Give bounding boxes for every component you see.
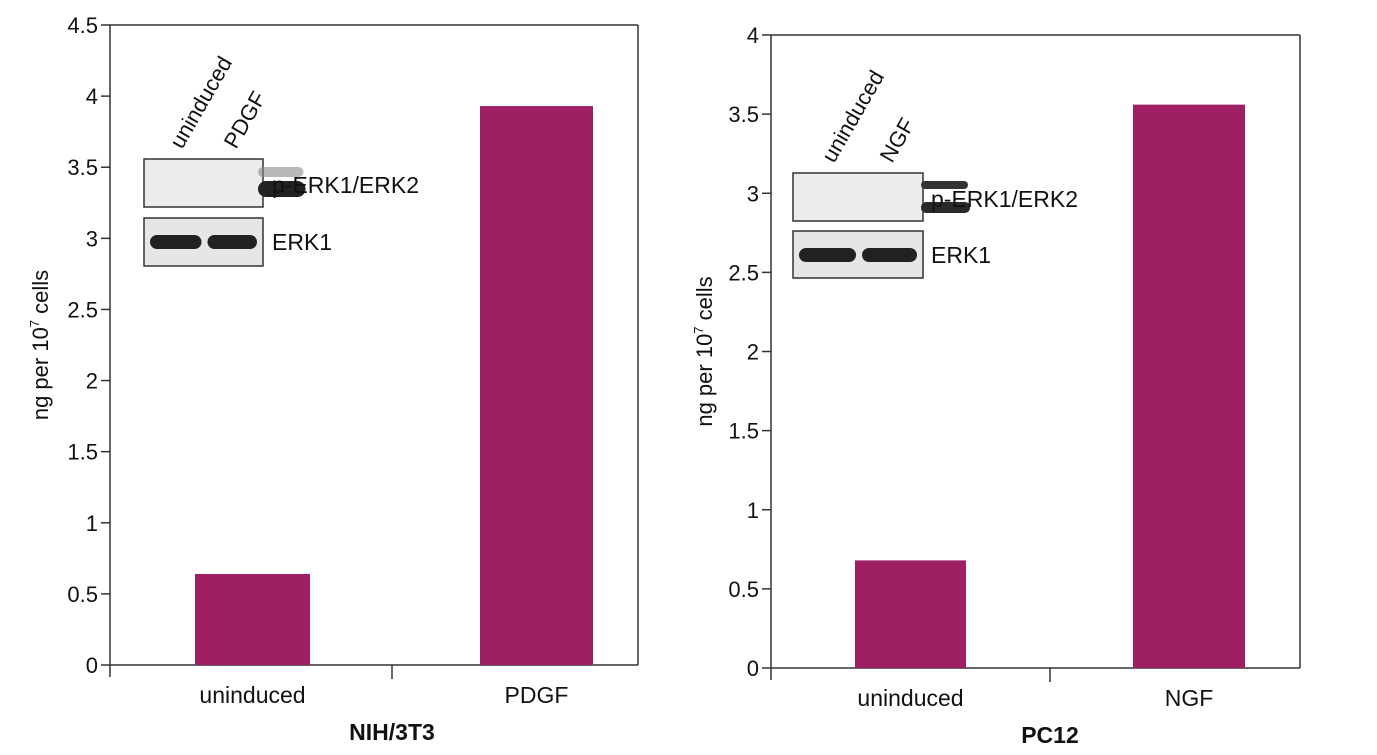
blot-row-label: ERK1 <box>272 229 332 255</box>
y-axis-label-superscript: 7 <box>27 320 42 327</box>
y-axis-label-suffix: cells <box>692 276 717 326</box>
y-axis-label: ng per 107 cells <box>27 270 53 420</box>
y-axis-label-suffix: cells <box>28 270 53 320</box>
y-tick-label: 0 <box>747 656 759 681</box>
y-tick-label: 4 <box>86 84 98 109</box>
y-tick-label: 4.5 <box>67 13 98 38</box>
blot-panel-phospho <box>143 158 264 208</box>
blot-lane-label: PDGF <box>219 87 271 152</box>
y-tick-label: 1 <box>747 498 759 523</box>
y-tick-label: 3.5 <box>728 102 759 127</box>
y-tick-label: 1.5 <box>728 419 759 444</box>
blot-row-label: p-ERK1/ERK2 <box>931 186 1078 212</box>
blot-row-label: p-ERK1/ERK2 <box>272 172 419 198</box>
y-tick-label: 0 <box>86 653 98 678</box>
chart-panel-1: 0 0.5 1 1.5 2 2.5 3 3.5 4 ng per 107 cells uninduc… <box>691 23 1301 748</box>
blot-band <box>150 235 202 249</box>
y-tick-label: 2 <box>747 340 759 365</box>
y-tick-label: 2 <box>86 369 98 394</box>
x-axis-title: NIH/3T3 <box>349 719 435 745</box>
y-tick-label: 3.5 <box>67 155 98 180</box>
bar-uninduced <box>195 573 310 665</box>
chart-panel-0: 0 0.5 1 1.5 2 2.5 3 3.5 4 4.5 ng per 107 cells unin… <box>27 13 639 745</box>
x-tick-label: uninduced <box>199 682 305 708</box>
y-tick-label: 0.5 <box>728 577 759 602</box>
x-axis-title: PC12 <box>1021 722 1079 748</box>
blot-band <box>258 181 306 197</box>
y-tick-label: 1.5 <box>67 440 98 465</box>
bar-pdgf <box>480 106 593 666</box>
blot-band <box>258 167 304 177</box>
blot-band <box>921 181 968 189</box>
y-axis-label-text: ng per 10 <box>28 327 53 420</box>
bar-uninduced <box>855 560 966 668</box>
x-tick-label: NGF <box>1165 685 1214 711</box>
y-axis-label: ng per 107 cells <box>691 276 717 426</box>
y-tick-label: 2.5 <box>728 260 759 285</box>
y-axis-label-text: ng per 10 <box>692 334 717 427</box>
y-tick-label: 1 <box>86 511 98 536</box>
blot-panel-phospho <box>792 172 924 222</box>
y-tick-label: 2.5 <box>67 297 98 322</box>
x-tick-label: uninduced <box>857 685 963 711</box>
bar-ngf <box>1133 104 1245 668</box>
blot-band <box>207 235 257 249</box>
blot-lane-label: NGF <box>875 114 920 167</box>
blot-band <box>862 248 917 262</box>
blot-band <box>799 248 856 262</box>
y-tick-label: 3 <box>86 226 98 251</box>
x-tick-label: PDGF <box>505 682 569 708</box>
y-axis-label-superscript: 7 <box>691 326 706 333</box>
y-tick-label: 4 <box>747 23 759 48</box>
y-tick-label: 3 <box>747 181 759 206</box>
blot-band <box>921 202 970 213</box>
blot-row-label: ERK1 <box>931 242 991 268</box>
y-tick-label: 0.5 <box>67 582 98 607</box>
